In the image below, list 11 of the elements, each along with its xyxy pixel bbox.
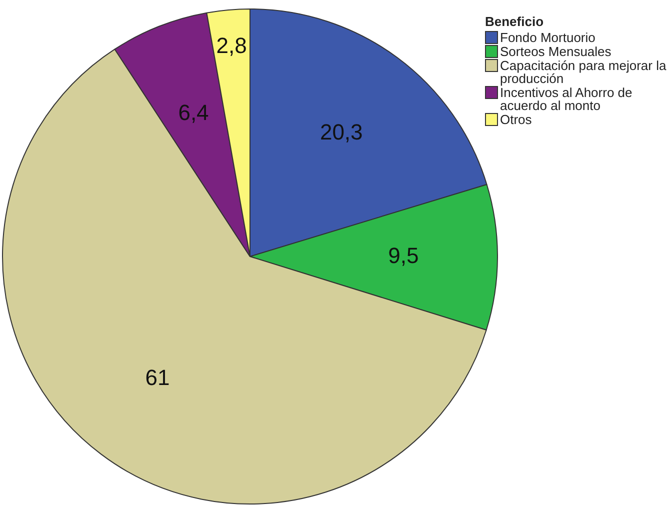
- legend-label: Fondo Mortuorio: [500, 30, 596, 45]
- legend-label: Capacitación para mejorar la producción: [500, 58, 667, 86]
- legend-label: Otros: [500, 112, 532, 127]
- legend-label: Incentivos al Ahorro de acuerdo al monto: [500, 85, 634, 113]
- legend-label: Sorteos Mensuales: [500, 44, 612, 59]
- data-label: 6,4: [178, 100, 209, 125]
- legend-title: Beneficio: [485, 14, 545, 29]
- data-label: 20,3: [320, 119, 363, 144]
- data-label: 9,5: [388, 243, 419, 268]
- data-label: 2,8: [216, 33, 247, 58]
- data-label: 61: [145, 364, 170, 390]
